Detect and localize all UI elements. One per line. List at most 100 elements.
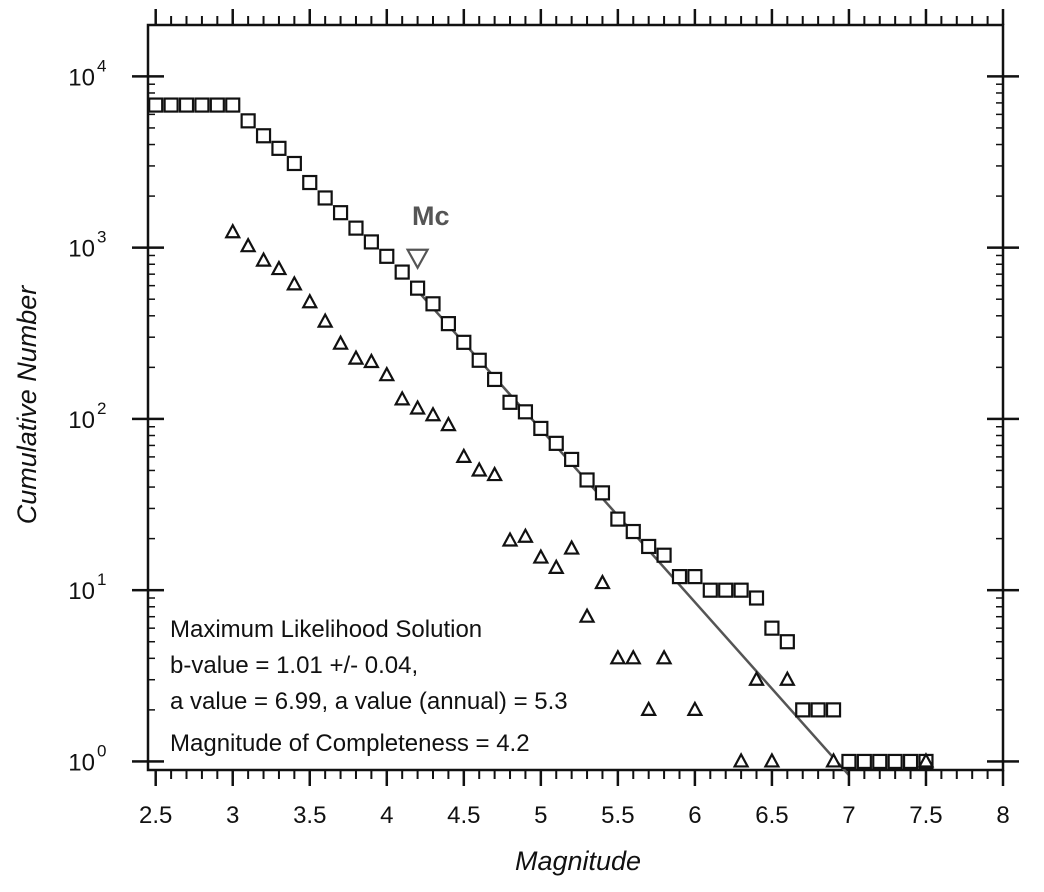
x-tick-label-7: 7 bbox=[842, 802, 855, 829]
square-point bbox=[163, 97, 179, 113]
series-square bbox=[148, 97, 934, 770]
x-tick-labels: 2.5 3 3.5 4 4.5 5 5.5 6 6.5 7 7.5 8 bbox=[139, 802, 1010, 829]
triangle-point bbox=[547, 558, 565, 574]
square-point bbox=[148, 97, 164, 113]
mc-label: Mc bbox=[412, 201, 450, 231]
x-tick-label-3: 3 bbox=[226, 802, 239, 829]
triangle-point bbox=[224, 222, 242, 239]
annotation-line-1: Maximum Likelihood Solution bbox=[170, 616, 482, 643]
square-point bbox=[856, 753, 872, 770]
square-point bbox=[517, 404, 534, 420]
y-tick-base: 10 bbox=[68, 749, 95, 776]
triangle-point bbox=[778, 670, 796, 686]
x-axis-title: Magnitude bbox=[515, 846, 641, 876]
mc-triangle-icon bbox=[405, 248, 430, 270]
triangle-point bbox=[825, 752, 842, 768]
triangle-point bbox=[624, 649, 642, 665]
square-point bbox=[271, 140, 287, 156]
x-tick-label-2.5: 2.5 bbox=[139, 802, 172, 829]
y-tick-exponent: 4 bbox=[97, 56, 106, 75]
triangle-point bbox=[455, 447, 473, 464]
x-tick-label-3.5: 3.5 bbox=[293, 802, 326, 829]
square-point bbox=[317, 190, 333, 206]
square-point bbox=[471, 352, 487, 368]
y-tick-base: 10 bbox=[68, 64, 95, 91]
square-point bbox=[548, 435, 564, 451]
square-point bbox=[748, 590, 765, 606]
triangle-point bbox=[347, 349, 365, 365]
y-tick-exponent: 0 bbox=[97, 741, 106, 760]
triangle-point bbox=[563, 539, 580, 555]
triangle-point bbox=[440, 415, 457, 432]
triangle-point bbox=[470, 461, 488, 477]
x-tick-label-8: 8 bbox=[996, 802, 1009, 829]
square-point bbox=[409, 280, 426, 296]
square-point bbox=[487, 371, 503, 388]
square-point bbox=[425, 296, 441, 312]
data-series bbox=[148, 97, 935, 770]
triangle-point bbox=[501, 531, 519, 547]
y-tick-exponent: 2 bbox=[97, 399, 106, 418]
y-tick-exponent: 3 bbox=[97, 228, 106, 247]
square-point bbox=[440, 316, 457, 332]
triangle-point bbox=[239, 236, 257, 253]
square-point bbox=[332, 205, 349, 221]
square-point bbox=[225, 97, 241, 113]
mc-marker-group: Mc bbox=[405, 201, 450, 270]
square-point bbox=[348, 220, 364, 236]
triangle-point bbox=[286, 275, 303, 291]
series-triangle bbox=[224, 222, 935, 768]
square-point bbox=[502, 394, 518, 410]
x-tick-label-5: 5 bbox=[534, 802, 547, 829]
x-tick-label-6.5: 6.5 bbox=[755, 802, 788, 829]
triangle-point bbox=[424, 405, 442, 422]
square-point bbox=[564, 451, 580, 468]
square-point bbox=[656, 547, 672, 563]
square-point bbox=[764, 620, 780, 636]
square-point bbox=[887, 753, 903, 770]
triangle-point bbox=[686, 700, 704, 716]
triangle-point bbox=[763, 752, 781, 768]
plot-frame bbox=[146, 23, 1005, 772]
x-tick-label-6: 6 bbox=[688, 802, 701, 829]
y-tick-label-10: 10 1 bbox=[68, 570, 106, 605]
y-tick-label-1: 10 0 bbox=[68, 741, 106, 776]
y-tick-label-100: 10 2 bbox=[68, 399, 106, 434]
triangle-point bbox=[332, 334, 349, 350]
square-point bbox=[379, 248, 395, 264]
y-tick-label-10000: 10 4 bbox=[68, 56, 106, 91]
square-point bbox=[255, 128, 272, 144]
square-point bbox=[902, 753, 919, 770]
square-point bbox=[625, 523, 641, 540]
x-tick-label-5.5: 5.5 bbox=[601, 802, 634, 829]
triangle-point bbox=[655, 649, 673, 665]
triangle-point bbox=[748, 670, 765, 686]
triangle-point bbox=[378, 365, 396, 382]
square-point bbox=[825, 702, 842, 718]
square-point bbox=[178, 97, 195, 113]
triangle-point bbox=[393, 390, 411, 406]
y-tick-base: 10 bbox=[68, 578, 95, 605]
axis-ticks bbox=[132, 9, 1019, 786]
triangle-point bbox=[301, 292, 319, 309]
square-point bbox=[810, 702, 826, 718]
square-point bbox=[779, 634, 795, 650]
y-tick-base: 10 bbox=[68, 236, 95, 263]
square-point bbox=[363, 234, 379, 250]
square-point bbox=[641, 538, 657, 555]
square-point bbox=[733, 582, 749, 598]
square-point bbox=[841, 753, 857, 770]
triangle-point bbox=[594, 573, 611, 590]
triangle-point bbox=[609, 649, 627, 665]
triangle-point bbox=[270, 259, 288, 276]
triangle-point bbox=[363, 352, 380, 369]
annotation-line-3: a value = 6.99, a value (annual) = 5.3 bbox=[170, 688, 568, 715]
square-point bbox=[610, 511, 626, 527]
square-point bbox=[718, 582, 734, 598]
triangle-point bbox=[578, 607, 596, 623]
square-point bbox=[533, 420, 549, 437]
annotation-line-4: Magnitude of Completeness = 4.2 bbox=[170, 730, 530, 757]
triangle-point bbox=[732, 752, 750, 768]
